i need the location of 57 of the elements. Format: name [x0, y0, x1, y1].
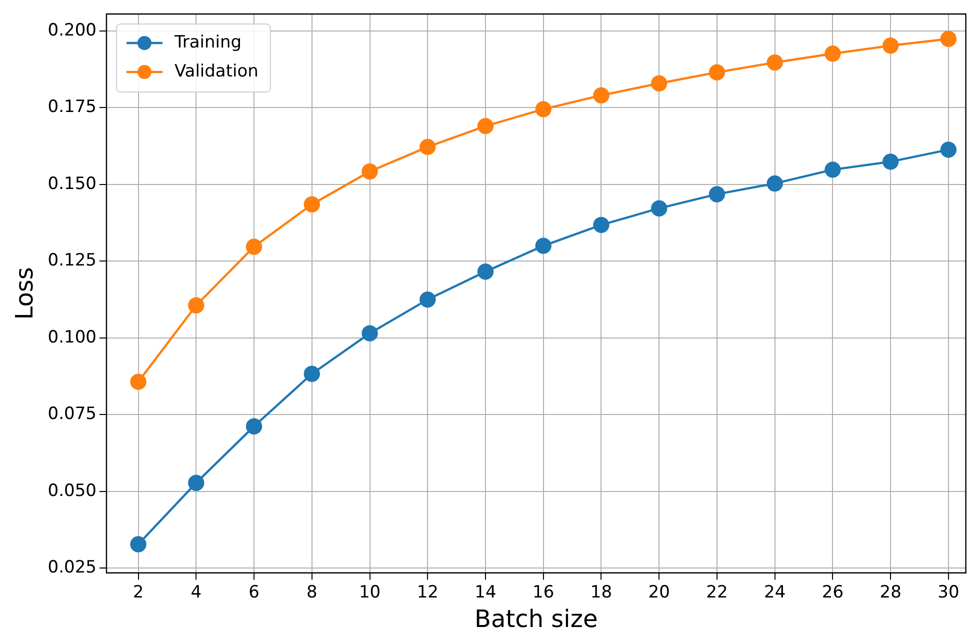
point [593, 87, 610, 104]
point [535, 238, 552, 254]
point [708, 186, 726, 202]
legend-label: Validation [174, 61, 258, 82]
point [420, 138, 436, 156]
y-tick-label: 0.075 [48, 404, 96, 424]
x-tick-label: 8 [306, 582, 318, 602]
point [246, 418, 262, 434]
x-tick-label: 2 [132, 582, 144, 602]
x-tick-label: 30 [938, 582, 960, 602]
point [304, 196, 320, 212]
point [130, 374, 146, 390]
y-tick-label: 0.175 [48, 97, 96, 118]
point [188, 297, 204, 314]
x-tick-label: 14 [474, 582, 496, 602]
x-tick-label: 26 [822, 582, 844, 602]
point [651, 200, 668, 216]
point [362, 163, 378, 180]
x-tick-label: 22 [706, 582, 728, 602]
point [882, 38, 899, 54]
x-tick-label: 6 [248, 582, 260, 602]
legend-label: Training [173, 32, 242, 52]
point [304, 366, 320, 382]
y-tick-label: 0.025 [48, 558, 96, 578]
point [362, 325, 378, 342]
y-tick-label: 0.050 [48, 480, 96, 501]
point [651, 75, 668, 92]
point [535, 101, 552, 118]
x-tick-label: 24 [764, 582, 786, 602]
y-tick-label: 0.100 [48, 327, 96, 348]
point [130, 536, 146, 552]
x-tick-label: 16 [532, 582, 554, 602]
point [882, 154, 899, 170]
point [593, 216, 610, 234]
y-tick-label: 0.125 [48, 250, 96, 271]
x-axis-title: Batch size [474, 604, 598, 633]
point [246, 238, 262, 255]
x-tick-label: 10 [358, 582, 381, 602]
x-tick-label: 28 [880, 582, 902, 602]
point [940, 30, 957, 47]
x-tick-label: 12 [416, 582, 438, 602]
point [824, 46, 841, 62]
point [824, 162, 841, 178]
x-tick-label: 20 [648, 582, 670, 602]
point [188, 474, 204, 491]
point [420, 291, 436, 308]
y-axis-title: Loss [10, 267, 39, 320]
point [940, 142, 957, 158]
point [766, 54, 783, 71]
point [708, 64, 726, 80]
point [477, 118, 494, 134]
x-tick-label: 4 [190, 582, 202, 602]
y-tick-label: 0.150 [48, 174, 96, 194]
y-tick-label: 0.200 [48, 20, 96, 40]
x-tick-label: 18 [590, 582, 612, 602]
point [477, 264, 494, 280]
point [766, 175, 783, 192]
